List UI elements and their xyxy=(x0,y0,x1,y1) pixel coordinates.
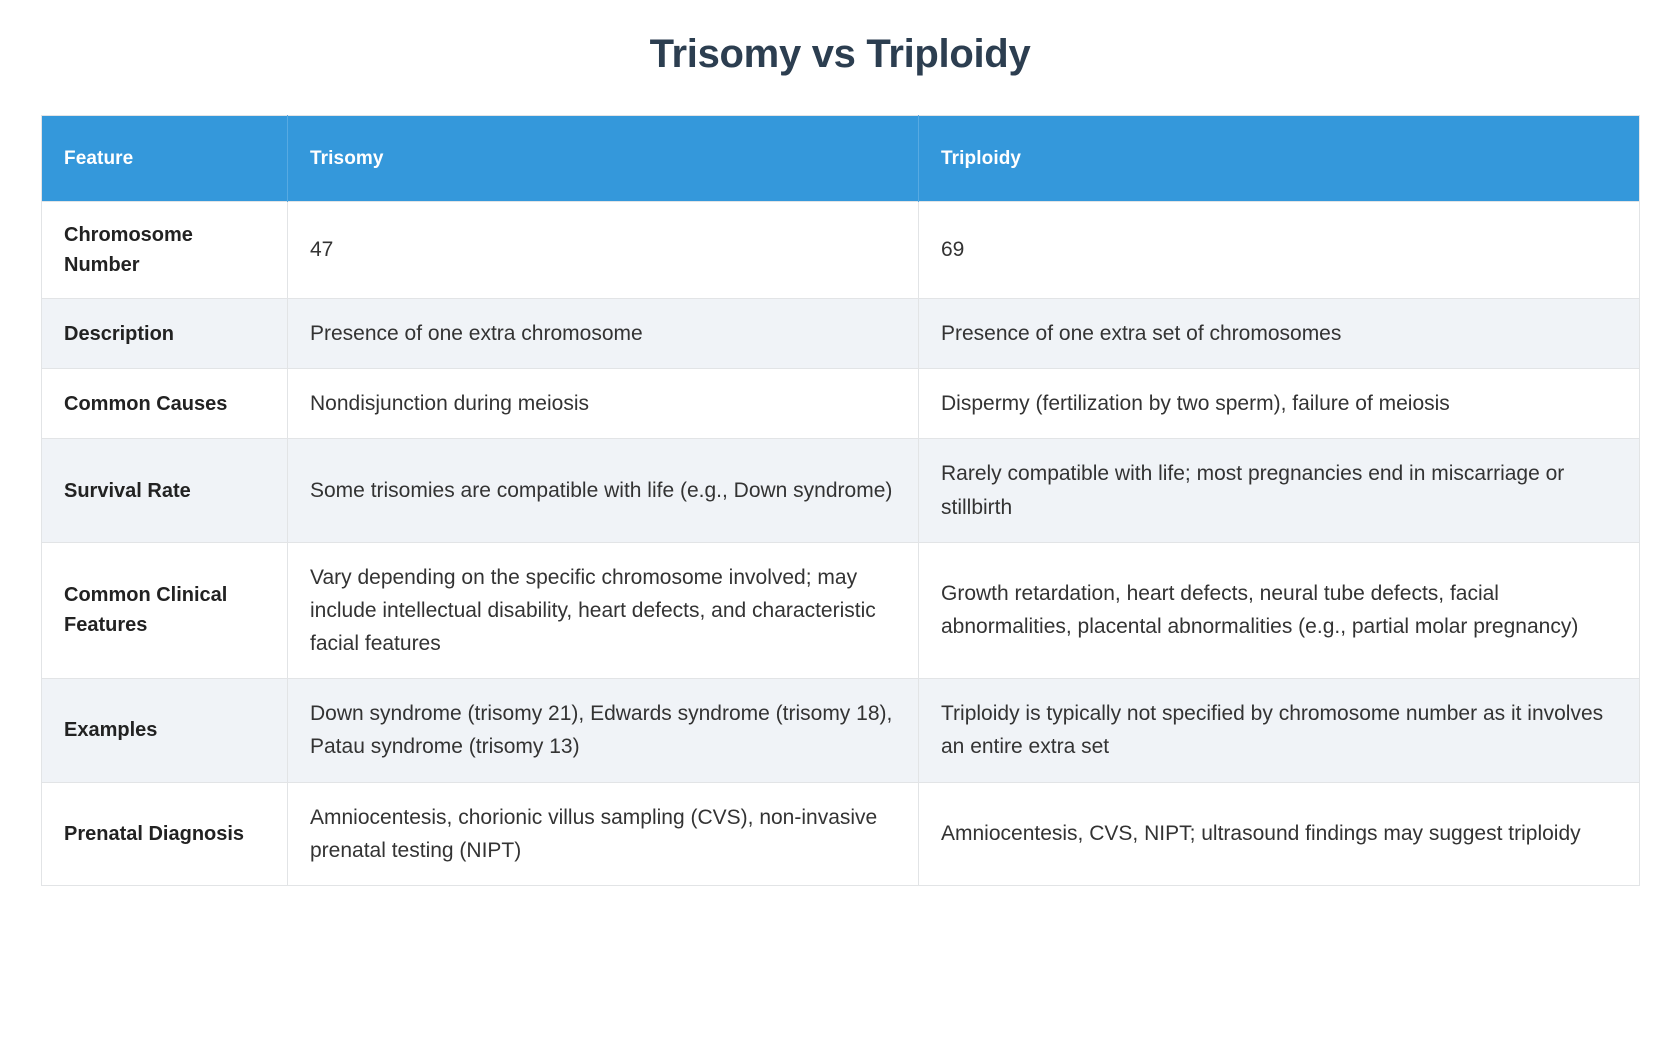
cell-triploidy: Triploidy is typically not specified by … xyxy=(918,678,1640,783)
cell-triploidy: 69 xyxy=(918,201,1640,299)
column-header-trisomy: Trisomy xyxy=(287,115,919,202)
table-body: Chromosome Number 47 69 Description Presence… xyxy=(41,201,1640,886)
table-row: Survival Rate Some trisomies are compatib… xyxy=(41,438,1640,543)
cell-trisomy: Vary depending on the specific chromosom… xyxy=(287,541,919,679)
cell-triploidy: Growth retardation, heart defects, neura… xyxy=(918,541,1640,679)
cell-trisomy: Amniocentesis, chorionic villus sampling… xyxy=(287,781,919,886)
cell-triploidy: Amniocentesis, CVS, NIPT; ultrasound fin… xyxy=(918,781,1640,886)
cell-feature: Survival Rate xyxy=(41,438,288,543)
table-row: Description Presence of one extra chromos… xyxy=(41,297,1640,369)
comparison-table: Feature Trisomy Triploidy Chromosome Num… xyxy=(41,115,1640,886)
cell-triploidy: Presence of one extra set of chromosomes xyxy=(918,297,1640,369)
table-row: Common Clinical Features Vary depending o… xyxy=(41,541,1640,679)
column-header-triploidy: Triploidy xyxy=(918,115,1640,202)
cell-feature: Prenatal Diagnosis xyxy=(41,781,288,886)
cell-trisomy: Down syndrome (trisomy 21), Edwards synd… xyxy=(287,678,919,783)
cell-trisomy: 47 xyxy=(287,201,919,299)
comparison-table-container: Feature Trisomy Triploidy Chromosome Num… xyxy=(41,115,1640,886)
table-row: Prenatal Diagnosis Amniocentesis, chorion… xyxy=(41,781,1640,886)
cell-trisomy: Some trisomies are compatible with life … xyxy=(287,438,919,543)
column-header-feature: Feature xyxy=(41,115,288,202)
cell-feature: Chromosome Number xyxy=(41,201,288,299)
table-header-row: Feature Trisomy Triploidy xyxy=(41,115,1640,202)
cell-feature: Description xyxy=(41,297,288,369)
table-row: Chromosome Number 47 69 xyxy=(41,201,1640,299)
cell-feature: Examples xyxy=(41,678,288,783)
table-header: Feature Trisomy Triploidy xyxy=(41,115,1640,202)
cell-feature: Common Causes xyxy=(41,368,288,439)
cell-trisomy: Nondisjunction during meiosis xyxy=(287,368,919,439)
table-row: Examples Down syndrome (trisomy 21), Edwa… xyxy=(41,678,1640,783)
cell-trisomy: Presence of one extra chromosome xyxy=(287,297,919,369)
cell-feature: Common Clinical Features xyxy=(41,541,288,679)
cell-triploidy: Dispermy (fertilization by two sperm), f… xyxy=(918,368,1640,439)
table-row: Common Causes Nondisjunction during meios… xyxy=(41,368,1640,439)
page-title: Trisomy vs Triploidy xyxy=(649,32,1031,76)
cell-triploidy: Rarely compatible with life; most pregna… xyxy=(918,438,1640,543)
